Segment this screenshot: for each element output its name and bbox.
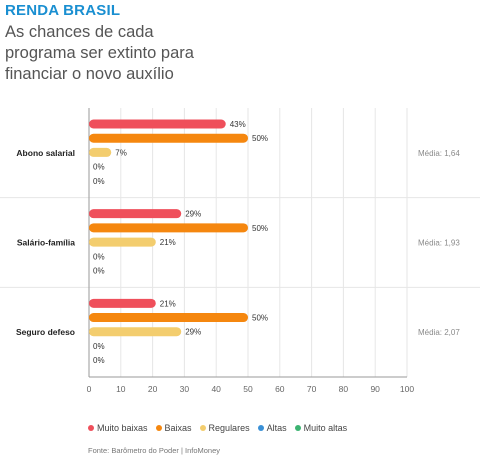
group-label: Salário-família [17,238,75,248]
bar [89,298,156,308]
bar [89,313,248,323]
bar [89,327,182,337]
group-average: Média: 2,07 [418,328,460,337]
bar [89,237,156,247]
legend-swatch [257,425,264,431]
x-tick-label: 80 [339,384,349,394]
x-tick-label: 70 [307,384,317,394]
bar-value-label: 0% [93,342,105,351]
group-average: Média: 1,93 [418,239,460,248]
bar-value-label: 43% [230,120,246,129]
bar-value-label: 21% [160,299,176,308]
legend-item-muito-altas: Muito altas [294,423,348,433]
bar-value-label: 0% [93,163,105,172]
legend-label: Regulares [208,423,250,433]
chart-legend: Muito baixas Baixas Regulares Altas Muit… [88,423,347,433]
chart-kicker: RENDA BRASIL [5,2,121,19]
legend-label: Altas [266,423,287,433]
x-tick-label: 40 [211,384,221,394]
x-tick-label: 90 [370,384,380,394]
bar [89,133,248,143]
x-tick-label: 60 [275,384,285,394]
bar [89,209,182,219]
x-tick-label: 20 [148,384,158,394]
bar [89,223,248,233]
bar-value-label: 0% [93,266,105,275]
bar-value-label: 29% [185,328,201,337]
bar-value-label: 0% [93,356,105,365]
legend-item-baixas: Baixas [155,423,192,433]
x-tick-label: 100 [400,384,414,394]
legend-item-muito-baixas: Muito baixas [88,423,148,433]
bar-value-label: 0% [93,252,105,261]
title-line-2: programa ser extinto para [5,44,194,62]
legend-item-regulares: Regulares [199,423,250,433]
title-line-3: financiar o novo auxílio [5,65,174,83]
legend-item-altas: Altas [257,423,287,433]
legend-swatch [199,425,206,431]
title-line-1: As chances de cada [5,23,154,41]
bar-value-label: 50% [252,314,268,323]
bar-value-label: 0% [93,177,105,186]
bar-value-label: 7% [115,148,127,157]
x-tick-label: 50 [243,384,253,394]
legend-swatch [294,425,301,431]
legend-swatch [155,425,162,431]
legend-label: Muito baixas [97,423,148,433]
x-tick-label: 30 [180,384,190,394]
bar-value-label: 50% [252,224,268,233]
x-tick-label: 10 [116,384,126,394]
legend-label: Muito altas [303,423,348,433]
x-tick-label: 0 [87,384,92,394]
bar [89,147,112,157]
group-average: Média: 1,64 [418,149,460,158]
bar [89,119,226,129]
group-label: Abono salarial [16,148,75,158]
group-label: Seguro defeso [16,327,75,337]
bar-value-label: 21% [160,238,176,247]
bar-value-label: 29% [185,210,201,219]
chart-title: As chances de cada programa ser extinto … [5,22,335,85]
legend-label: Baixas [164,423,192,433]
bar-value-label: 50% [252,134,268,143]
source-note: Fonte: Barômetro do Poder | InfoMoney [88,446,221,455]
legend-swatch [88,425,94,431]
